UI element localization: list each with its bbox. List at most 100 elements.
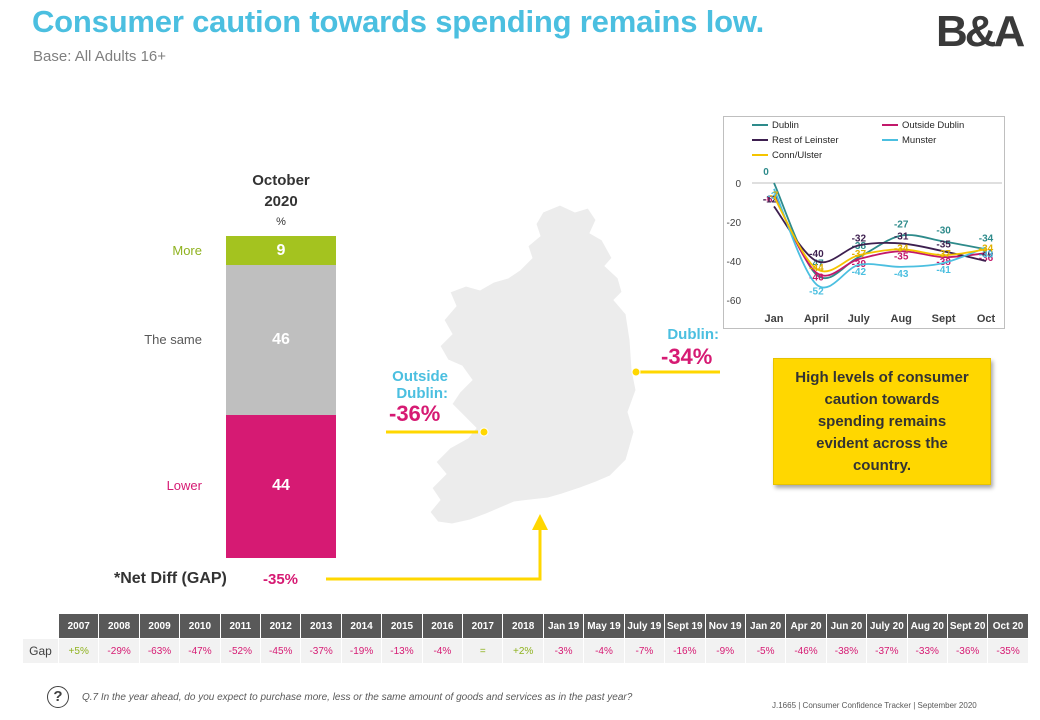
gap-column-header: Apr 20	[785, 613, 827, 639]
outside-dublin-dot	[479, 427, 489, 437]
data-label: -34	[894, 243, 909, 254]
bar-segment-label: The same	[144, 332, 202, 348]
y-tick-label: -20	[727, 218, 742, 229]
gap-value-cell: -37%	[300, 638, 342, 664]
gap-value-cell: +2%	[502, 638, 544, 664]
gap-column-header: Sept 20	[946, 613, 989, 639]
gap-value-cell: -47%	[179, 638, 221, 664]
data-label: -37	[852, 249, 867, 260]
gap-column-header: Sept 19	[664, 613, 706, 639]
gap-value-cell: -37%	[866, 638, 908, 664]
gap-table-value-row: Gap +5% -29% -63% -47% -52% -45% -37% -19% -13% -4…	[22, 638, 1029, 664]
gap-column-header: 2017	[462, 613, 504, 639]
bar-segment-label: More	[172, 242, 202, 258]
y-tick-label: -40	[727, 257, 742, 268]
x-tick-label: Aug	[891, 313, 912, 325]
legend-label: Conn/Ulster	[772, 150, 822, 161]
gap-column-header: Jan 19	[542, 613, 585, 639]
net-diff-value: -35%	[263, 571, 299, 588]
gap-table: 2007 2008 2009 2010 2011 2012 2013 2014 2015 2016…	[22, 613, 1029, 664]
gap-column-header: 2010	[179, 613, 221, 639]
gap-value-cell: -7%	[623, 638, 666, 664]
gap-column-header: 2012	[260, 613, 302, 639]
net-diff-arrow	[326, 530, 542, 581]
y-tick-label: 0	[735, 179, 741, 190]
x-tick-label: Oct	[977, 313, 996, 325]
data-label: -42	[852, 267, 867, 278]
outside-dublin-label: Outside Dublin:	[368, 368, 448, 402]
legend-label: Dublin	[772, 120, 799, 131]
net-diff-arrowhead	[532, 514, 548, 530]
x-tick-label: July	[848, 313, 871, 325]
series-line-dublin	[773, 182, 987, 279]
x-tick-label: Sept	[932, 313, 956, 325]
gap-column-header: Jun 20	[825, 613, 868, 639]
gap-column-header: 2014	[340, 613, 383, 639]
bar-heading-year: 2020	[264, 193, 298, 210]
gap-row-label: Gap	[22, 638, 59, 664]
help-icon: ?	[47, 686, 69, 708]
gap-value-cell: -33%	[906, 638, 948, 664]
bar-heading: October 2020	[226, 170, 336, 212]
gap-value-cell: -36%	[946, 638, 989, 664]
gap-value-cell: -4%	[421, 638, 464, 664]
outside-dublin-value: -36%	[389, 401, 441, 426]
gap-value-cell: -3%	[542, 638, 585, 664]
bar-unit: %	[276, 216, 286, 228]
gap-column-header: 2009	[138, 613, 181, 639]
gap-column-header: Jan 20	[744, 613, 787, 639]
data-label: -32	[852, 233, 867, 244]
gap-value-cell: -16%	[664, 638, 706, 664]
gap-value-cell: -29%	[98, 638, 140, 664]
data-label: -38	[852, 241, 867, 252]
x-tick-label: April	[804, 313, 829, 325]
gap-column-header: 2016	[421, 613, 464, 639]
gap-value-cell: -19%	[340, 638, 383, 664]
question-text: Q.7 In the year ahead, do you expect to …	[82, 692, 633, 703]
gap-value-cell: +5%	[57, 638, 100, 664]
data-label: -3	[768, 191, 777, 202]
data-label: -37	[936, 249, 951, 260]
data-label: -27	[894, 220, 909, 231]
gap-value-cell: -4%	[583, 638, 625, 664]
key-insight-callout: High levels of consumer caution towards …	[773, 358, 991, 485]
gap-column-header: 2008	[98, 613, 140, 639]
gap-value-cell: -45%	[260, 638, 302, 664]
data-label: 0	[763, 167, 769, 178]
data-label: -31	[894, 231, 909, 242]
dublin-value: -34%	[661, 344, 713, 369]
series-line-conn-ulster	[773, 196, 987, 273]
bar-segment-the-same: 46	[226, 265, 336, 415]
bar-segment-lower: 44	[226, 414, 336, 558]
net-diff-label: *Net Diff (GAP)	[114, 570, 227, 587]
gap-column-header: 2015	[381, 613, 423, 639]
y-tick-label: -60	[727, 296, 742, 307]
gap-value-cell: -52%	[219, 638, 262, 664]
gap-column-header: 2018	[502, 613, 544, 639]
gap-column-header: 2007	[57, 613, 100, 639]
gap-column-header: 2013	[300, 613, 342, 639]
gap-column-header: Oct 20	[987, 613, 1029, 639]
data-label: -44	[809, 263, 824, 274]
data-label: -43	[894, 269, 909, 280]
data-label: -35	[894, 251, 909, 262]
gap-value-cell: -38%	[825, 638, 868, 664]
outside-dublin-label-line1: Outside	[392, 368, 448, 385]
gap-value-cell: -63%	[138, 638, 181, 664]
gap-value-cell: -46%	[785, 638, 827, 664]
legend-label: Rest of Leinster	[772, 135, 839, 146]
bar-segment-more: 9	[226, 236, 336, 266]
page-subtitle: Base: All Adults 16+	[33, 48, 167, 65]
data-label: -34	[979, 233, 994, 244]
gap-column-header: 2011	[219, 613, 262, 639]
source-reference: J.1665 | Consumer Confidence Tracker | S…	[772, 701, 977, 710]
series-line-munster	[773, 188, 987, 289]
data-label: -40	[979, 249, 994, 260]
regional-line-chart: 0 -20 -40 -60 Jan April July Aug Sept Oct Dublin Ou…	[723, 116, 1005, 329]
data-label: -47	[809, 259, 824, 270]
dublin-dot	[631, 367, 641, 377]
gap-value-cell: -9%	[704, 638, 746, 664]
data-label: -12	[763, 194, 778, 205]
legend-label: Munster	[902, 135, 936, 146]
